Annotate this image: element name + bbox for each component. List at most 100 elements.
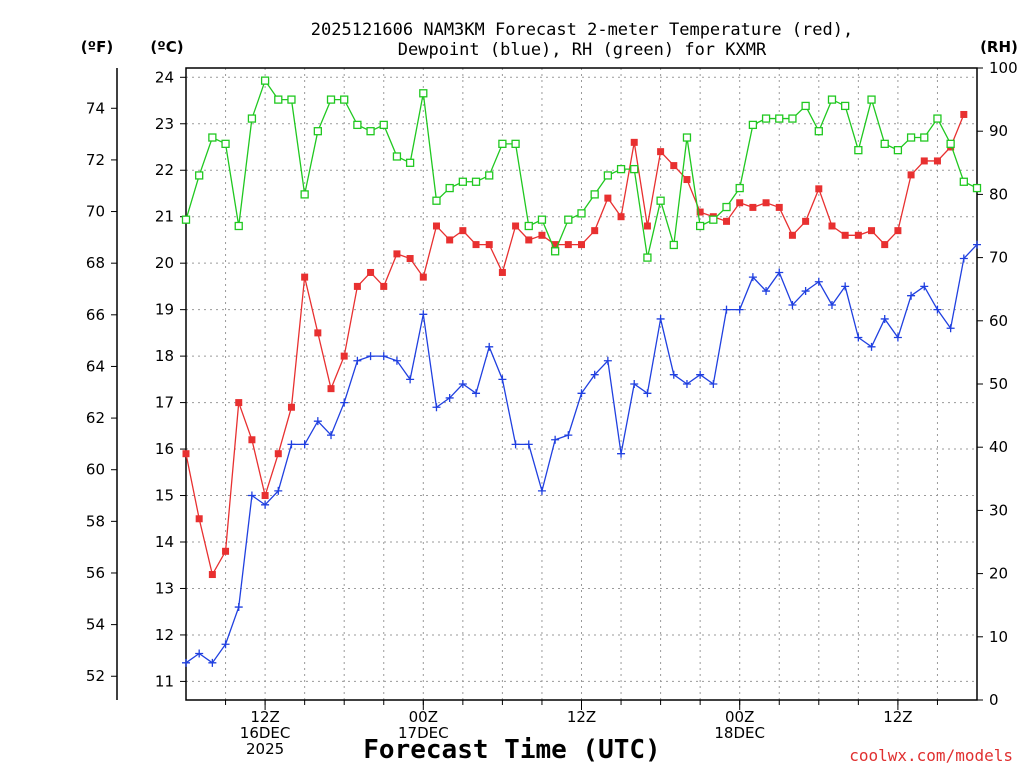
temperature-point (340, 352, 348, 360)
fahrenheit-tick-label: 62 (86, 409, 105, 427)
rh-point (801, 101, 810, 111)
fahrenheit-tick-label: 74 (86, 99, 105, 117)
temperature-point (551, 241, 559, 249)
temperature-point (881, 241, 889, 249)
dewpoint-point (287, 440, 296, 449)
rh-point (445, 183, 454, 193)
plot-frame (185, 67, 978, 701)
temperature-point (643, 222, 651, 230)
celsius-tick-label: 24 (155, 68, 174, 86)
dewpoint-point (880, 314, 889, 323)
rh-point (867, 95, 876, 104)
dewpoint-point (221, 640, 230, 649)
temperature-point (578, 241, 585, 249)
rh-point (643, 253, 652, 262)
temperature-point (828, 222, 836, 230)
rh-point (906, 133, 916, 142)
temperature-point (657, 148, 665, 156)
dewpoint-point (313, 417, 322, 426)
dewpoint-point (274, 486, 283, 495)
dewpoint-point (472, 389, 481, 398)
fahrenheit-tick-label: 54 (86, 616, 105, 634)
temperature-point (353, 282, 361, 290)
fahrenheit-tick-label: 60 (86, 461, 105, 479)
dewpoint-point (340, 398, 349, 407)
dewpoint-point (485, 342, 494, 351)
fahrenheit-tick-label: 52 (86, 667, 105, 685)
dewpoint-point (946, 324, 955, 333)
celsius-tick-label: 14 (155, 533, 174, 551)
dewpoint-point (353, 356, 362, 365)
x-axis-title: Forecast Time (UTC) (363, 735, 660, 765)
rh-point (260, 76, 270, 85)
temperature-point (854, 231, 862, 239)
dewpoint-point (366, 352, 375, 361)
rh-point (537, 215, 547, 224)
temperature-point (696, 208, 704, 216)
fahrenheit-tick-label: 72 (86, 151, 105, 169)
temperature-point (564, 241, 572, 249)
rh-point (313, 127, 322, 136)
rh-point (761, 114, 771, 123)
dewpoint-point (458, 380, 467, 388)
dewpoint-point (419, 310, 428, 319)
temperature-point (314, 329, 322, 337)
time-tick-label: 12Z (567, 708, 596, 726)
celsius-tick-label: 11 (155, 672, 174, 690)
temperature-point (788, 231, 796, 239)
rh-tick-label: 30 (989, 501, 1008, 519)
rh-point (221, 139, 230, 148)
celsius-tick-label: 16 (155, 440, 174, 458)
celsius-tick-label: 15 (155, 487, 174, 505)
rh-tick-label: 20 (989, 565, 1008, 583)
temperature-point (749, 203, 757, 211)
time-tick-label: 12Z (883, 708, 912, 726)
rh-axis: 0 10 20 30 40 50 60 70 80 90 100 (977, 59, 1018, 709)
dewpoint-point (247, 491, 256, 500)
time-tick-label: 2025 (246, 740, 284, 758)
credit-text: coolwx.com/models (849, 746, 1013, 765)
dewpoint-point (630, 380, 639, 388)
rh-tick-label: 80 (989, 185, 1008, 203)
temperature-point (432, 222, 440, 230)
rh-point (471, 177, 481, 186)
dewpoint-point (841, 282, 850, 291)
rh-tick-label: 0 (989, 691, 999, 709)
temperature-point (446, 236, 454, 244)
rh-point (326, 95, 336, 104)
time-tick-label: 00Z (409, 708, 438, 726)
rh-point (274, 95, 283, 104)
temperature-point (222, 547, 230, 555)
dewpoint-point (300, 440, 309, 449)
celsius-tick-label: 17 (155, 394, 174, 412)
dewpoint-point (735, 305, 744, 314)
rh-point (419, 89, 428, 98)
rh-point (458, 177, 468, 186)
temperature-point (472, 241, 480, 249)
temperature-point (195, 515, 203, 523)
dewpoint-point (603, 356, 612, 365)
temperature-point (301, 273, 309, 281)
temperature-point (591, 227, 599, 235)
fahrenheit-unit-label: (ºF) (81, 38, 113, 56)
rh-tick-label: 10 (989, 628, 1008, 646)
fahrenheit-tick-label: 56 (86, 564, 105, 582)
celsius-tick-label: 18 (155, 347, 174, 365)
rh-point (379, 120, 388, 130)
temperature-point (762, 199, 770, 207)
rh-point (511, 139, 520, 148)
dewpoint-point (669, 370, 678, 379)
rh-point (854, 146, 863, 155)
rh-point (880, 139, 889, 148)
series-rh (181, 76, 982, 262)
fahrenheit-tick-label: 58 (86, 512, 105, 530)
dewpoint-point (682, 380, 691, 388)
series-dewpoint (182, 240, 981, 667)
dewpoint-point (933, 305, 942, 314)
celsius-tick-label: 19 (155, 301, 174, 319)
rh-point (735, 183, 744, 193)
time-tick-label: 12Z (250, 708, 279, 726)
rh-point (300, 190, 309, 199)
temperature-point (512, 222, 520, 230)
temperature-point (182, 450, 190, 458)
